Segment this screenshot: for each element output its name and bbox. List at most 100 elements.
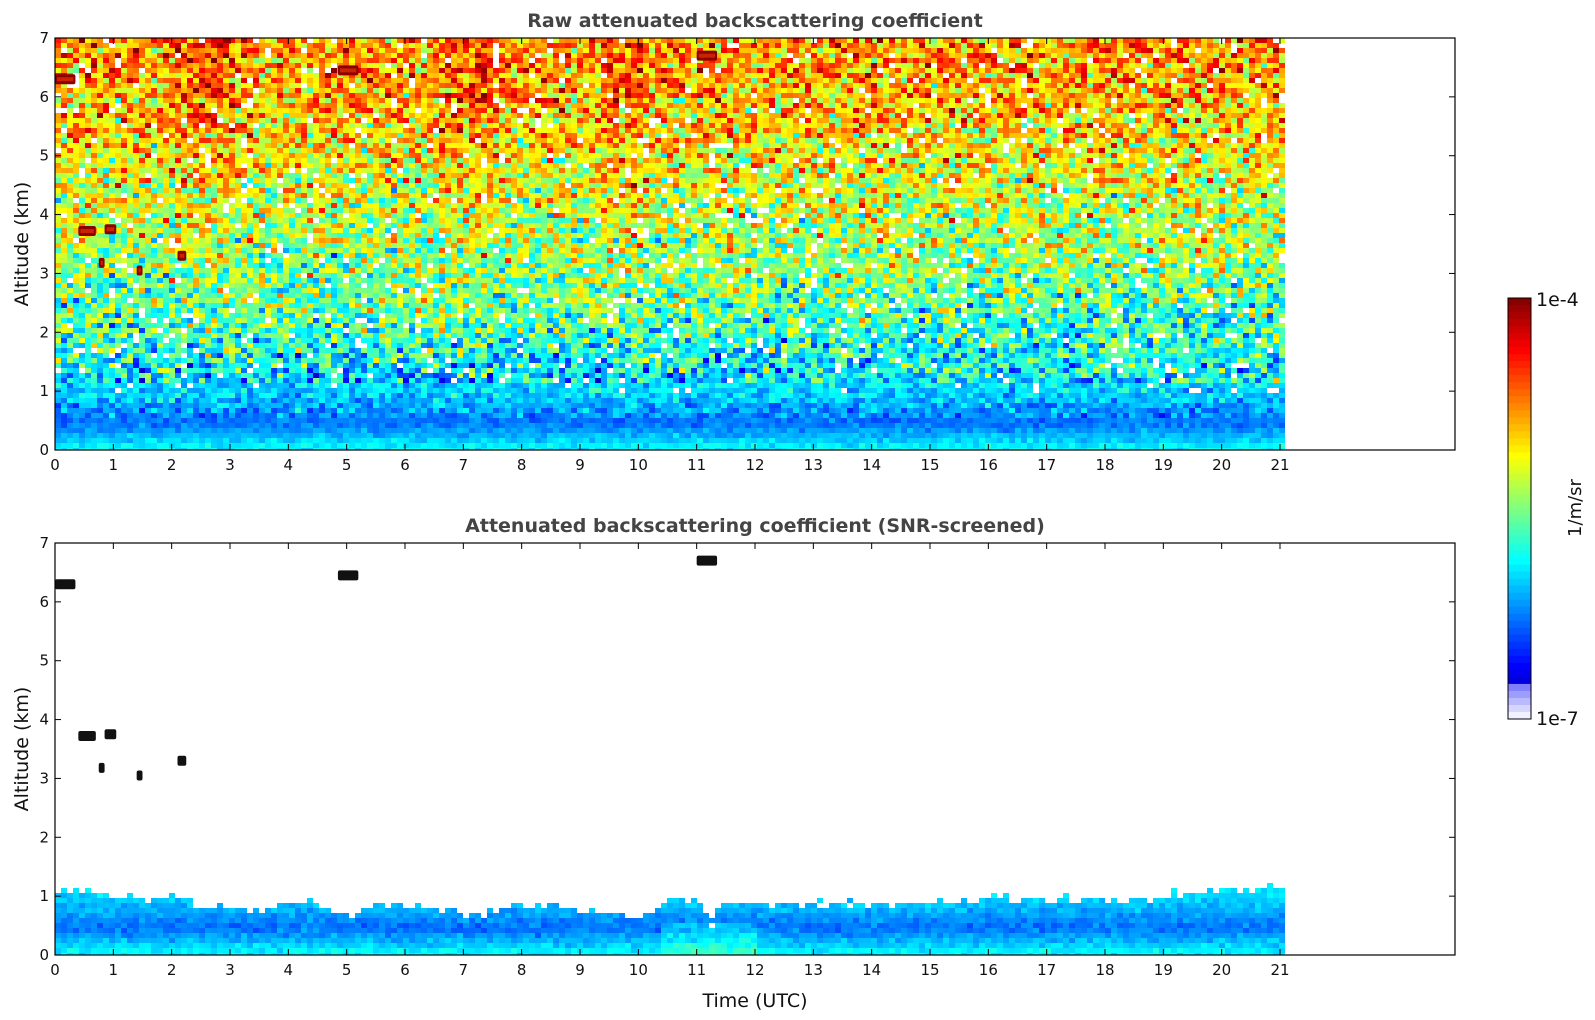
heatmap-cell: [319, 73, 325, 78]
heatmap-cell: [61, 238, 67, 243]
heatmap-cell: [223, 423, 229, 428]
heatmap-cell: [289, 223, 295, 228]
heatmap-cell: [67, 373, 73, 378]
heatmap-cell: [127, 43, 133, 48]
heatmap-cell: [73, 193, 79, 198]
heatmap-cell: [307, 298, 313, 303]
heatmap-cell: [145, 363, 151, 368]
heatmap-cell: [289, 283, 295, 288]
heatmap-cell: [241, 373, 247, 378]
heatmap-cell: [151, 228, 157, 233]
heatmap-cell: [415, 53, 421, 58]
heatmap-cell: [367, 53, 373, 58]
heatmap-cell: [115, 333, 121, 338]
heatmap-cell: [385, 108, 391, 113]
heatmap-cell: [91, 183, 97, 188]
heatmap-cell: [295, 363, 301, 368]
heatmap-cell: [139, 203, 145, 208]
heatmap-cell: [427, 388, 433, 393]
heatmap-cell: [235, 118, 241, 123]
heatmap-cell: [361, 198, 367, 203]
heatmap-cell: [217, 448, 223, 450]
heatmap-cell: [79, 338, 85, 343]
heatmap-cell: [115, 243, 121, 248]
heatmap-cell: [109, 193, 115, 198]
heatmap-cell: [379, 388, 385, 393]
heatmap-cell: [157, 348, 163, 353]
heatmap-cell: [307, 273, 313, 278]
heatmap-cell: [205, 293, 211, 298]
heatmap-cell: [61, 93, 67, 98]
heatmap-cell: [145, 258, 151, 263]
heatmap-cell: [223, 433, 229, 438]
heatmap-cell: [157, 73, 163, 78]
heatmap-cell: [241, 443, 247, 448]
heatmap-cell: [109, 418, 115, 423]
heatmap-cell: [211, 293, 217, 298]
heatmap-cell: [67, 388, 73, 393]
heatmap-cell: [157, 298, 163, 303]
heatmap-cell: [415, 173, 421, 178]
heatmap-cell: [193, 58, 199, 63]
heatmap-cell: [235, 88, 241, 93]
heatmap-cell: [271, 98, 277, 103]
heatmap-cell: [277, 393, 283, 398]
heatmap-cell: [313, 198, 319, 203]
heatmap-cell: [133, 78, 139, 83]
heatmap-cell: [283, 103, 289, 108]
heatmap-cell: [397, 173, 403, 178]
heatmap-cell: [259, 318, 265, 323]
heatmap-cell: [253, 68, 259, 73]
heatmap-cell: [241, 438, 247, 443]
heatmap-cell: [187, 418, 193, 423]
heatmap-cell: [235, 153, 241, 158]
heatmap-cell: [361, 218, 367, 223]
heatmap-cell: [391, 168, 397, 173]
heatmap-cell: [187, 323, 193, 328]
heatmap-cell: [325, 83, 331, 88]
heatmap-cell: [133, 158, 139, 163]
heatmap-cell: [247, 53, 253, 58]
heatmap-cell: [235, 163, 241, 168]
heatmap-cell: [145, 438, 151, 443]
heatmap-cell: [355, 113, 361, 118]
heatmap-cell: [235, 258, 241, 263]
heatmap-cell: [301, 423, 307, 428]
heatmap-cell: [139, 343, 145, 348]
heatmap-cell: [397, 238, 403, 243]
heatmap-cell: [61, 338, 67, 343]
heatmap-cell: [367, 388, 373, 393]
heatmap-cell: [427, 158, 433, 163]
heatmap-cell: [55, 193, 61, 198]
heatmap-cell: [73, 363, 79, 368]
heatmap-cell: [103, 243, 109, 248]
heatmap-cell: [313, 123, 319, 128]
heatmap-cell: [109, 278, 115, 283]
heatmap-cell: [217, 273, 223, 278]
heatmap-cell: [367, 258, 373, 263]
heatmap-cell: [85, 278, 91, 283]
heatmap-cell: [187, 413, 193, 418]
heatmap-cell: [55, 68, 61, 73]
heatmap-cell: [307, 43, 313, 48]
heatmap-cell: [331, 118, 337, 123]
heatmap-cell: [331, 298, 337, 303]
heatmap-cell: [115, 308, 121, 313]
heatmap-cell: [85, 328, 91, 333]
heatmap-cell: [139, 428, 145, 433]
heatmap-cell: [337, 308, 343, 313]
heatmap-cell: [223, 173, 229, 178]
heatmap-cell: [277, 283, 283, 288]
heatmap-cell: [379, 233, 385, 238]
heatmap-cell: [253, 168, 259, 173]
heatmap-cell: [79, 138, 85, 143]
heatmap-cell: [145, 123, 151, 128]
heatmap-cell: [415, 158, 421, 163]
heatmap-cell: [253, 238, 259, 243]
heatmap-cell: [97, 403, 103, 408]
heatmap-cell: [373, 118, 379, 123]
heatmap-cell: [151, 58, 157, 63]
heatmap-cell: [283, 168, 289, 173]
heatmap-cell: [241, 113, 247, 118]
heatmap-cell: [259, 433, 265, 438]
